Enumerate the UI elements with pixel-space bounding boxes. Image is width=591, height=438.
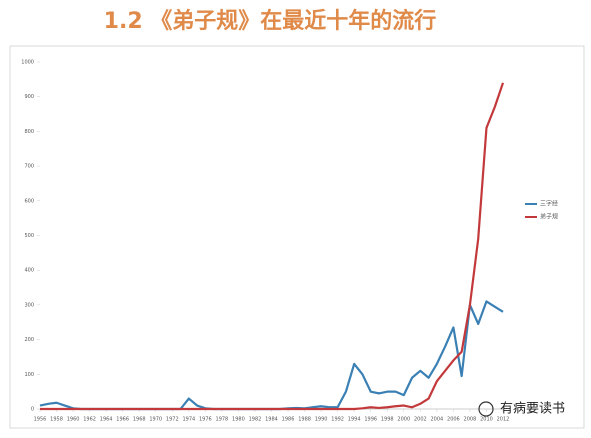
watermark-icon [478,401,494,417]
x-tick-label: 2002 [414,417,427,423]
x-tick-label: 1972 [166,417,179,423]
x-tick-label: 1966 [116,417,129,423]
x-tick-label: 1968 [133,417,146,423]
x-tick-label: 1990 [315,417,328,423]
y-tick-label: 400 [24,268,34,274]
y-tick-label: 200 [24,337,34,343]
y-tick-label: 800 [24,129,34,135]
x-tick-label: 2006 [447,417,460,423]
x-tick-label: 1962 [83,417,96,423]
x-tick-label: 1984 [265,417,278,423]
legend-label: 三字经 [540,200,558,208]
x-tick-label: 1956 [34,417,47,423]
x-tick-label: 2000 [397,417,410,423]
x-tick-label: 1970 [149,417,162,423]
y-tick-label: 100 [24,372,34,378]
x-tick-label: 1978 [216,417,229,423]
chart-title: 1.2 《弟子规》在最近十年的流行 [104,8,437,34]
chart-frame [9,45,585,429]
x-tick-label: 1992 [331,417,344,423]
x-tick-label: 1958 [50,417,63,423]
x-tick-label: 1964 [100,417,113,423]
x-tick-label: 2008 [464,417,477,423]
y-tick-label: 700 [24,164,34,170]
x-tick-label: 1986 [282,417,295,423]
series-line [40,82,505,411]
x-tick-label: 1974 [182,417,195,423]
x-tick-label: 1994 [348,417,361,423]
legend-label: 弟子规 [540,213,558,221]
y-tick-label: 1000 [21,60,34,66]
x-tick-label: 1988 [298,417,311,423]
watermark: 有病要读书 [478,401,565,417]
y-tick-label: 300 [24,302,34,308]
y-tick-label: 600 [24,198,34,204]
x-tick-label: 1960 [67,417,80,423]
y-tick-label: 0 [31,407,34,413]
x-tick-label: 2010 [480,417,493,423]
x-tick-label: 1976 [199,417,212,423]
x-tick-label: 1998 [381,417,394,423]
y-tick-label: 500 [24,233,34,239]
x-tick-label: 1996 [364,417,377,423]
y-tick-label: 900 [24,94,34,100]
x-tick-label: 2012 [497,417,510,423]
x-tick-label: 1980 [232,417,245,423]
x-tick-label: 2004 [430,417,443,423]
x-tick-label: 1982 [249,417,262,423]
watermark-text: 有病要读书 [500,402,565,417]
